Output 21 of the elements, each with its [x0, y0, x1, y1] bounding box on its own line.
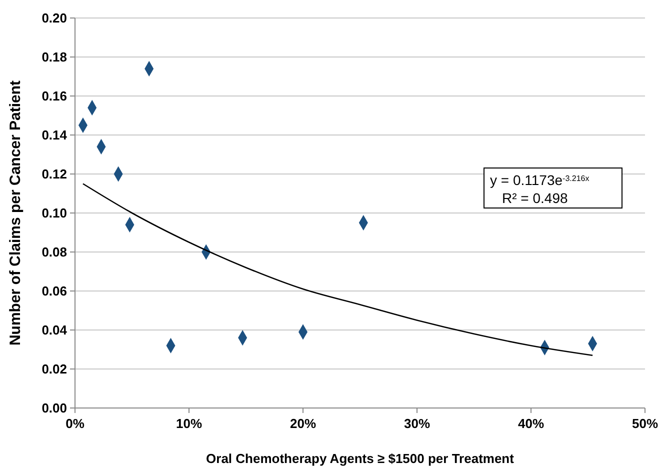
- y-tick-label: 0.02: [42, 362, 67, 376]
- x-tick-label: 20%: [290, 416, 316, 431]
- y-tick-label: 0.18: [42, 50, 67, 64]
- y-tick-label: 0.14: [42, 128, 68, 142]
- y-tick-label: 0.04: [42, 322, 68, 338]
- x-tick-label: 50%: [632, 416, 658, 431]
- x-tick-label: 30%: [404, 416, 430, 431]
- y-tick-label: 0.06: [42, 284, 67, 298]
- y-tick-label: 0.20: [42, 10, 67, 26]
- y-tick-label: 0.16: [42, 88, 67, 104]
- y-tick-label: 0.08: [42, 244, 67, 260]
- y-tick-label: 0.00: [42, 400, 67, 416]
- x-tick-label: 0%: [66, 416, 85, 431]
- y-tick-label: 0.12: [42, 166, 67, 182]
- annotation: R² = 0.498: [502, 190, 568, 206]
- y-tick-label: 0.10: [42, 206, 67, 220]
- y-axis-title: Number of Claims per Cancer Patient: [7, 80, 24, 346]
- x-tick-label: 40%: [518, 416, 544, 431]
- annotation: y = 0.1173e$^{-3.216x}$: [490, 172, 590, 188]
- x-axis-title: Oral Chemotherapy Agents ≥ $1500 per Treatment: [206, 451, 515, 466]
- x-tick-label: 10%: [176, 416, 202, 431]
